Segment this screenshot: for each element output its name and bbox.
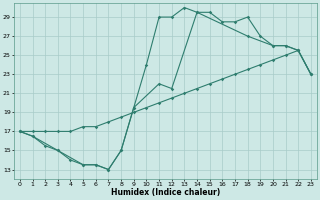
X-axis label: Humidex (Indice chaleur): Humidex (Indice chaleur) — [111, 188, 220, 197]
